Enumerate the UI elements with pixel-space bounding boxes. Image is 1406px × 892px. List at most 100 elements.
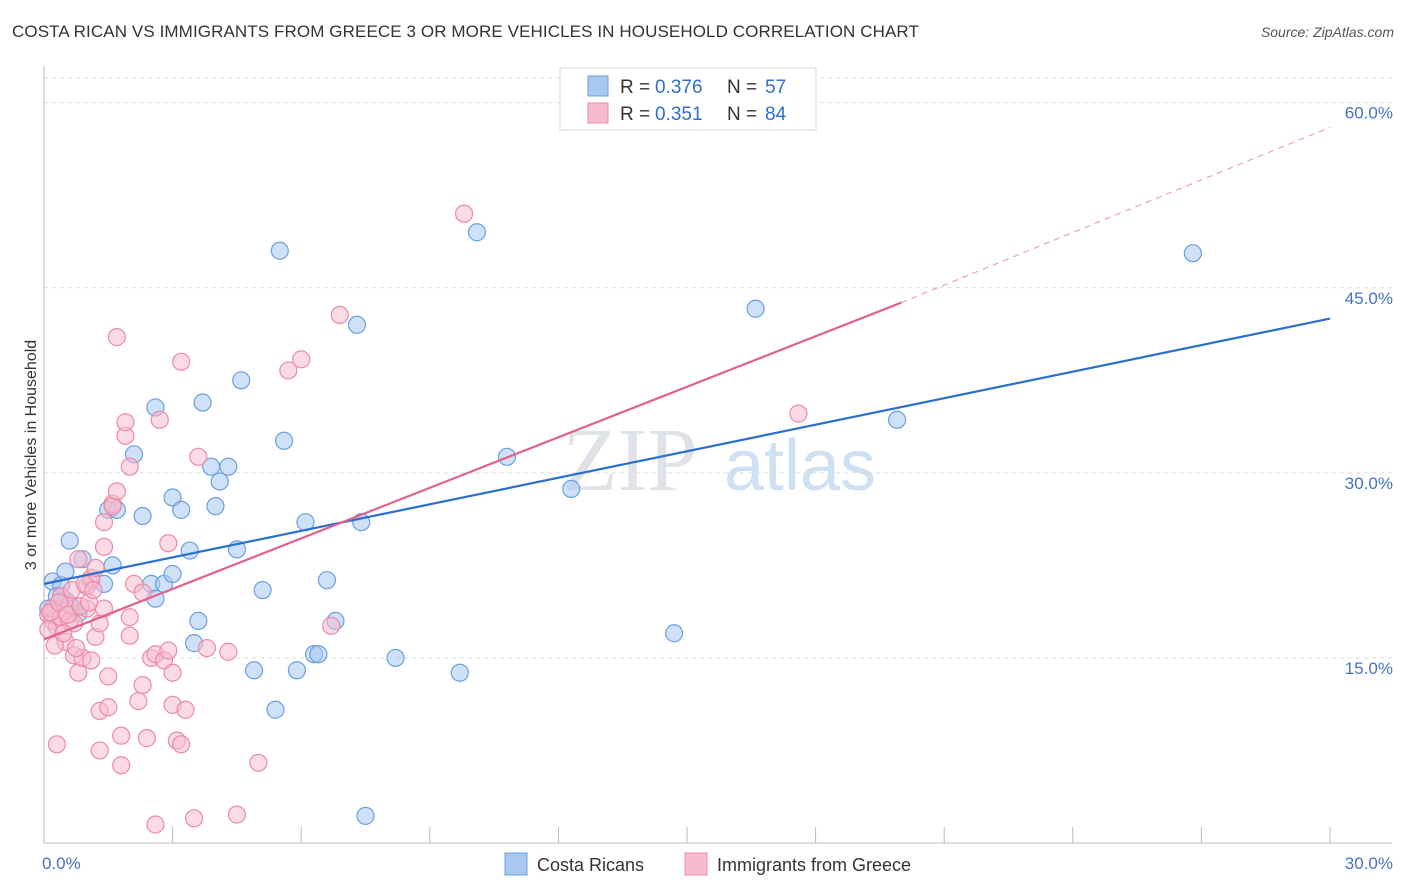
point-costa-ricans [1183, 244, 1202, 263]
chart-title: COSTA RICAN VS IMMIGRANTS FROM GREECE 3 … [12, 22, 919, 41]
point-greece [47, 735, 66, 754]
point-greece [107, 482, 126, 501]
point-greece [163, 663, 182, 682]
point-greece [90, 741, 109, 760]
legend-r-value-2: 0.351 [655, 104, 703, 125]
point-costa-ricans [163, 488, 182, 507]
source-label: Source: ZipAtlas.com [1260, 24, 1394, 40]
legend-n-value-2: 84 [765, 104, 787, 125]
point-costa-ricans [887, 410, 907, 429]
legend-n-label-1: N = [727, 77, 757, 98]
point-costa-ricans [232, 371, 251, 390]
point-greece [322, 616, 341, 635]
point-greece [184, 809, 204, 828]
bottom-legend-swatch-greece [684, 852, 708, 876]
point-greece [120, 457, 139, 476]
legend-n-value-1: 57 [765, 77, 786, 98]
legend-swatch-greece [587, 102, 609, 124]
watermark-zip: ZIP [563, 411, 698, 510]
data-points [39, 204, 1202, 834]
point-costa-ricans [133, 506, 152, 526]
point-greece [112, 756, 131, 775]
point-greece [120, 626, 139, 645]
point-greece [116, 413, 135, 432]
point-costa-ricans [219, 457, 238, 476]
point-greece [227, 805, 246, 824]
gridlines [44, 77, 1392, 659]
legend-r-label-1: R = [620, 77, 650, 98]
point-costa-ricans [210, 472, 229, 491]
legend-r-label-2: R = [620, 104, 650, 125]
y-tick-label: 60.0% [1345, 104, 1393, 123]
point-greece [99, 667, 118, 686]
trend-line-greece-extrapolated [901, 126, 1331, 304]
point-greece [219, 642, 238, 661]
point-costa-ricans [450, 663, 469, 682]
point-greece [137, 729, 156, 748]
point-greece [120, 608, 139, 627]
point-greece [159, 641, 178, 660]
bottom-legend-swatch-costa-ricans [504, 852, 528, 876]
y-tick-label: 15.0% [1345, 659, 1393, 678]
point-greece [189, 447, 208, 466]
point-costa-ricans [309, 645, 328, 664]
point-costa-ricans [193, 393, 212, 412]
point-greece [69, 550, 88, 569]
point-costa-ricans [266, 700, 285, 719]
point-costa-ricans [347, 315, 367, 334]
point-greece [82, 651, 101, 670]
point-greece [159, 534, 178, 553]
point-costa-ricans [317, 571, 337, 590]
point-costa-ricans [253, 580, 272, 600]
point-greece [150, 410, 169, 429]
point-costa-ricans [274, 431, 294, 450]
point-costa-ricans [270, 241, 289, 260]
y-axis-label: 3 or more Vehicles in Household [23, 340, 40, 570]
point-greece [49, 593, 69, 612]
point-greece [454, 204, 474, 223]
point-costa-ricans [189, 611, 208, 631]
point-greece [94, 513, 114, 532]
point-costa-ricans [172, 500, 191, 519]
point-greece [249, 753, 268, 772]
point-greece [176, 700, 195, 719]
point-greece [133, 675, 152, 695]
point-costa-ricans [163, 564, 182, 584]
point-greece [67, 638, 86, 658]
point-greece [99, 698, 118, 717]
point-greece [107, 328, 126, 347]
point-greece [45, 636, 64, 655]
point-costa-ricans [562, 479, 581, 498]
point-greece [172, 352, 191, 371]
point-costa-ricans [386, 648, 405, 668]
point-costa-ricans [287, 661, 307, 680]
point-costa-ricans [746, 299, 765, 318]
y-tick-label: 30.0% [1345, 474, 1393, 493]
point-costa-ricans [665, 624, 684, 643]
point-greece [94, 537, 114, 556]
point-greece [789, 404, 808, 423]
point-greece [146, 815, 165, 834]
point-greece [292, 350, 311, 369]
legend: R = 0.376 N = 57 R = 0.351 N = 84 [559, 67, 817, 131]
axes: 15.0% 30.0% 45.0% 60.0% 0.0% 30.0% [42, 66, 1393, 873]
trend-line-greece [43, 301, 902, 641]
y-tick-label: 45.0% [1345, 289, 1393, 308]
x-tick-label: 0.0% [42, 854, 81, 873]
bottom-legend: Costa Ricans Immigrants from Greece [504, 852, 911, 876]
point-greece [112, 726, 131, 745]
point-greece [84, 580, 103, 600]
point-greece [58, 605, 77, 624]
point-greece [279, 361, 298, 380]
point-costa-ricans [244, 661, 264, 680]
point-greece [197, 638, 216, 658]
point-costa-ricans [356, 806, 375, 825]
point-costa-ricans [467, 223, 487, 242]
point-greece [172, 735, 191, 754]
legend-n-label-2: N = [727, 104, 757, 125]
bottom-legend-greece: Immigrants from Greece [717, 855, 911, 875]
point-greece [330, 305, 349, 325]
bottom-legend-costa-ricans: Costa Ricans [537, 855, 644, 875]
watermark: ZIP atlas [563, 411, 877, 510]
